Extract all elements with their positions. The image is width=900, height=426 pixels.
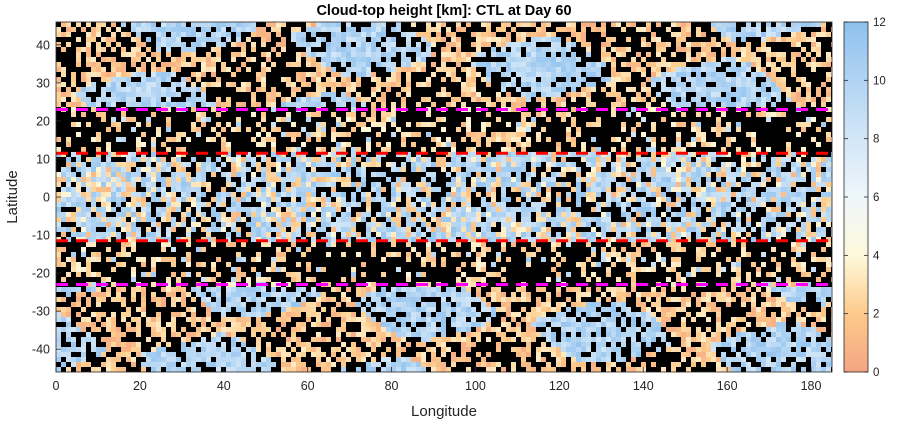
colorbar-tick-label: 10: [873, 75, 886, 87]
x-tick-label: 160: [717, 379, 738, 393]
y-tick-label: 0: [43, 191, 50, 205]
x-tick-label: 120: [549, 379, 570, 393]
x-tick-label: 20: [133, 379, 147, 393]
x-tick-label: 40: [217, 379, 231, 393]
x-tick-label: 140: [633, 379, 654, 393]
y-tick-label: 40: [36, 38, 50, 52]
chart-title: Cloud-top height [km]: CTL at Day 60: [316, 3, 571, 19]
colorbar-tick-label: 4: [873, 250, 880, 262]
x-tick-label: 60: [301, 379, 315, 393]
colorbar-tick-label: 0: [873, 367, 879, 379]
x-tick-label: 180: [801, 379, 822, 393]
colorbar-tick-label: 12: [873, 17, 886, 29]
cloud-field: [56, 22, 836, 372]
colorbar-tick-label: 6: [873, 192, 879, 204]
x-tick-label: 0: [53, 379, 60, 393]
y-tick-label: -10: [32, 229, 50, 243]
x-tick-label: 100: [465, 379, 486, 393]
y-tick-label: 30: [36, 76, 50, 90]
y-tick-label: 20: [36, 114, 50, 128]
y-tick-label: -20: [32, 267, 50, 281]
x-axis-label: Longitude: [411, 403, 477, 420]
y-tick-label: -30: [32, 305, 50, 319]
y-axis-label: Latitude: [4, 170, 21, 223]
x-tick-label: 80: [385, 379, 399, 393]
y-tick-label: 10: [36, 152, 50, 166]
colorbar-tick-label: 8: [873, 134, 879, 146]
y-tick-label: -40: [32, 343, 50, 357]
colorbar-tick-label: 2: [873, 309, 879, 321]
